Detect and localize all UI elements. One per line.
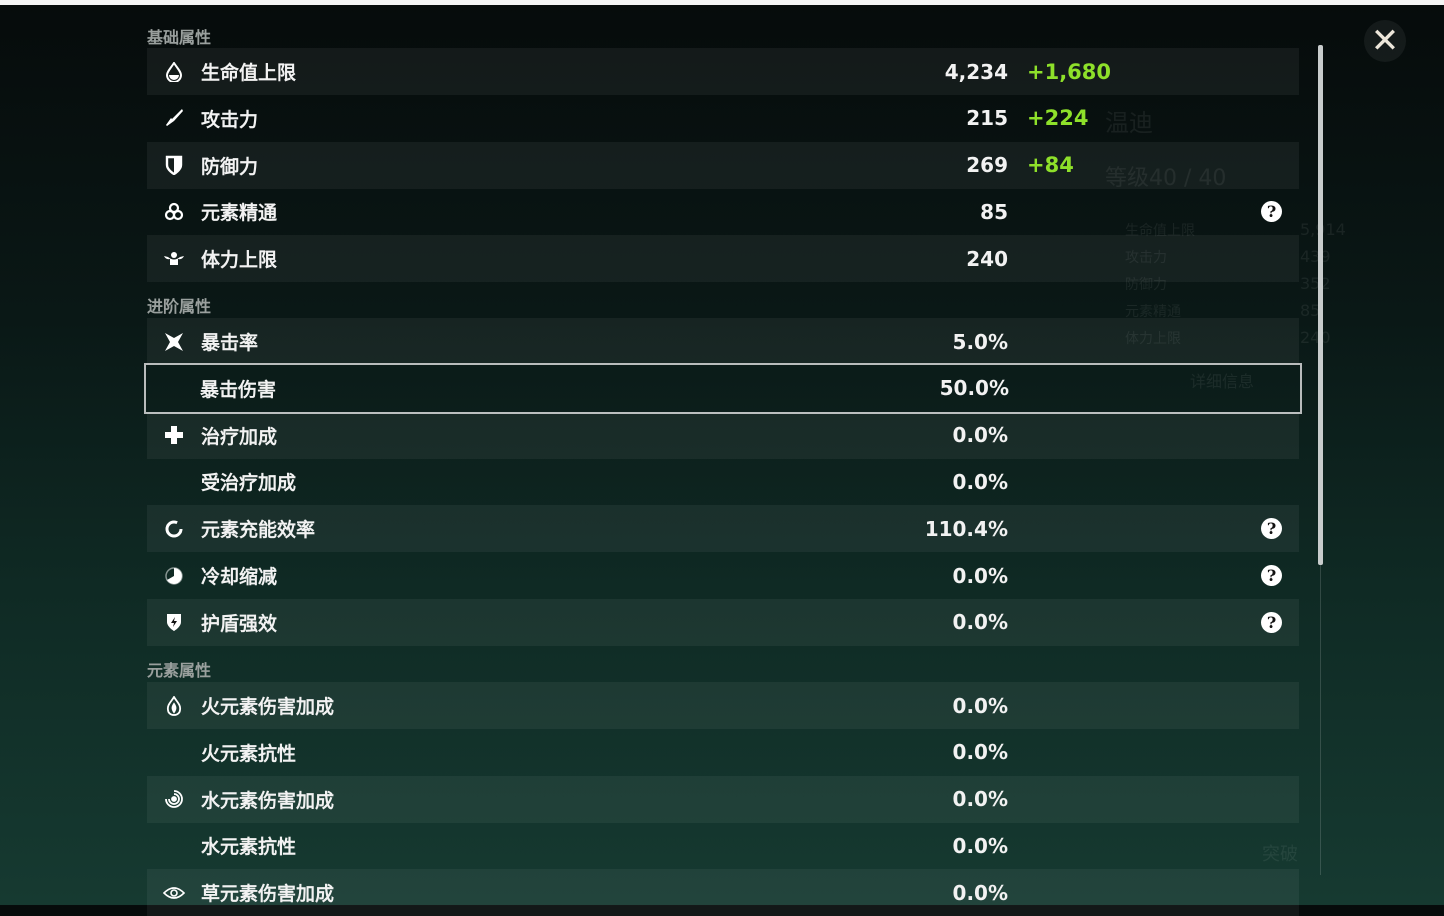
stat-row[interactable]: 受治疗加成 0.0% [147,458,1299,505]
stat-label: 元素充能效率 [201,519,316,542]
blank-icon [163,835,185,857]
stat-value: 50.0% [939,376,1009,401]
stat-label: 暴击率 [201,332,259,354]
stat-value: 269 [966,153,1008,178]
bg-stat-value: 85 [1300,301,1321,320]
stat-label: 冷却缩减 [201,566,278,588]
stat-value: 110.4% [924,516,1008,541]
bg-ascend-button: 突破 [1262,844,1298,865]
stat-label: 生命值上限 [201,62,297,84]
stat-bonus: +84 [1027,153,1074,178]
stat-row[interactable]: 水元素抗性 0.0% [147,822,1299,869]
stat-value: 240 [966,246,1008,271]
stat-label: 体力上限 [201,249,278,272]
stat-value: 0.0% [952,833,1008,858]
stat-label: 火元素抗性 [201,742,297,765]
stat-value: 0.0% [952,740,1008,765]
section-title: 元素属性 [147,661,212,680]
stat-row[interactable]: 治疗加成 0.0% [147,411,1299,459]
stat-label: 火元素伤害加成 [201,696,335,718]
stat-row[interactable]: 水元素伤害加成 0.0% [147,775,1299,823]
stat-value: 0.0% [952,563,1008,588]
stat-row[interactable]: 暴击率 5.0% [147,318,1299,365]
stat-value: 85 [980,199,1008,224]
crit-rate-icon [163,331,185,353]
bg-details-button: 详细信息 [1190,372,1255,391]
stat-label: 水元素伤害加成 [201,789,335,812]
bg-stat-label: 生命值上限 [1125,223,1195,239]
stat-value: 0.0% [952,423,1008,448]
bg-character-name: 温迪 [1105,109,1153,137]
stat-value: 5.0% [952,329,1008,354]
stat-label: 护盾强效 [201,612,278,635]
section-title: 进阶属性 [147,297,212,316]
blank-icon [162,377,184,399]
stat-row[interactable]: 元素充能效率 110.4% ? [147,505,1299,553]
stat-label: 治疗加成 [201,425,278,448]
bg-stat-value: 240 [1300,328,1331,347]
energy-recharge-icon [163,518,185,540]
stat-label: 元素精通 [201,202,278,225]
dendro-icon [163,882,185,904]
bg-stat-label: 体力上限 [1125,331,1181,347]
stat-value: 0.0% [952,469,1008,494]
stat-value: 0.0% [952,880,1008,905]
bg-stat-label: 元素精通 [1125,304,1181,320]
stat-row[interactable]: 火元素抗性 0.0% [147,729,1299,776]
sword-icon [163,107,185,129]
stat-label: 暴击伤害 [200,378,277,401]
stat-value: 4,234 [944,59,1008,84]
stat-label: 防御力 [201,155,259,178]
window-top-edge [0,0,1444,5]
help-icon[interactable]: ? [1261,201,1282,223]
stat-row[interactable]: 元素精通 85 ? [147,188,1299,235]
stat-value: 0.0% [952,787,1008,812]
stat-row[interactable]: 体力上限 240 [147,235,1299,283]
scrollbar-thumb[interactable] [1318,45,1323,565]
stat-bonus: +224 [1027,106,1089,131]
help-icon[interactable]: ? [1261,518,1282,540]
stat-row[interactable]: 暴击伤害 50.0% [144,362,1302,414]
close-button[interactable]: ✕ [1364,20,1406,62]
stat-row[interactable]: 生命值上限 4,234 +1,680 [147,48,1299,95]
stat-row[interactable]: 冷却缩减 0.0% ? [147,552,1299,599]
bg-stat-label: 攻击力 [1125,250,1167,266]
stat-value: 0.0% [952,693,1008,718]
stat-value: 215 [966,106,1008,131]
bg-stat-value: 439 [1300,247,1331,266]
elemental-mastery-icon [163,201,185,223]
shield-strength-icon [163,611,185,633]
stat-label: 受治疗加成 [201,472,297,495]
healing-cross-icon [163,424,185,446]
stat-row[interactable]: 草元素伤害加成 0.0% [147,869,1299,916]
stat-row[interactable]: 火元素伤害加成 0.0% [147,682,1299,729]
stat-value: 0.0% [952,610,1008,635]
blank-icon [163,741,185,763]
bg-stat-value: 352 [1300,274,1331,293]
stat-bonus: +1,680 [1027,59,1112,84]
stamina-icon [163,248,185,270]
hydro-icon [163,788,185,810]
help-icon[interactable]: ? [1261,565,1282,586]
stat-row[interactable]: 防御力 269 +84 [147,141,1299,189]
stat-row[interactable]: 护盾强效 0.0% ? [147,598,1299,646]
stat-row[interactable]: 攻击力 215 +224 [147,95,1299,142]
bg-level: 等级40 / 40 [1105,166,1227,191]
pyro-icon [163,695,185,717]
bg-stat-label: 防御力 [1125,277,1167,293]
hp-drop-icon [163,61,185,83]
section-title: 基础属性 [147,28,212,47]
shield-icon [163,154,185,176]
help-icon[interactable]: ? [1261,611,1282,633]
cooldown-icon [163,565,185,587]
stat-label: 水元素抗性 [201,836,297,859]
blank-icon [163,471,185,493]
stat-label: 草元素伤害加成 [201,883,335,906]
stat-label: 攻击力 [201,108,259,131]
